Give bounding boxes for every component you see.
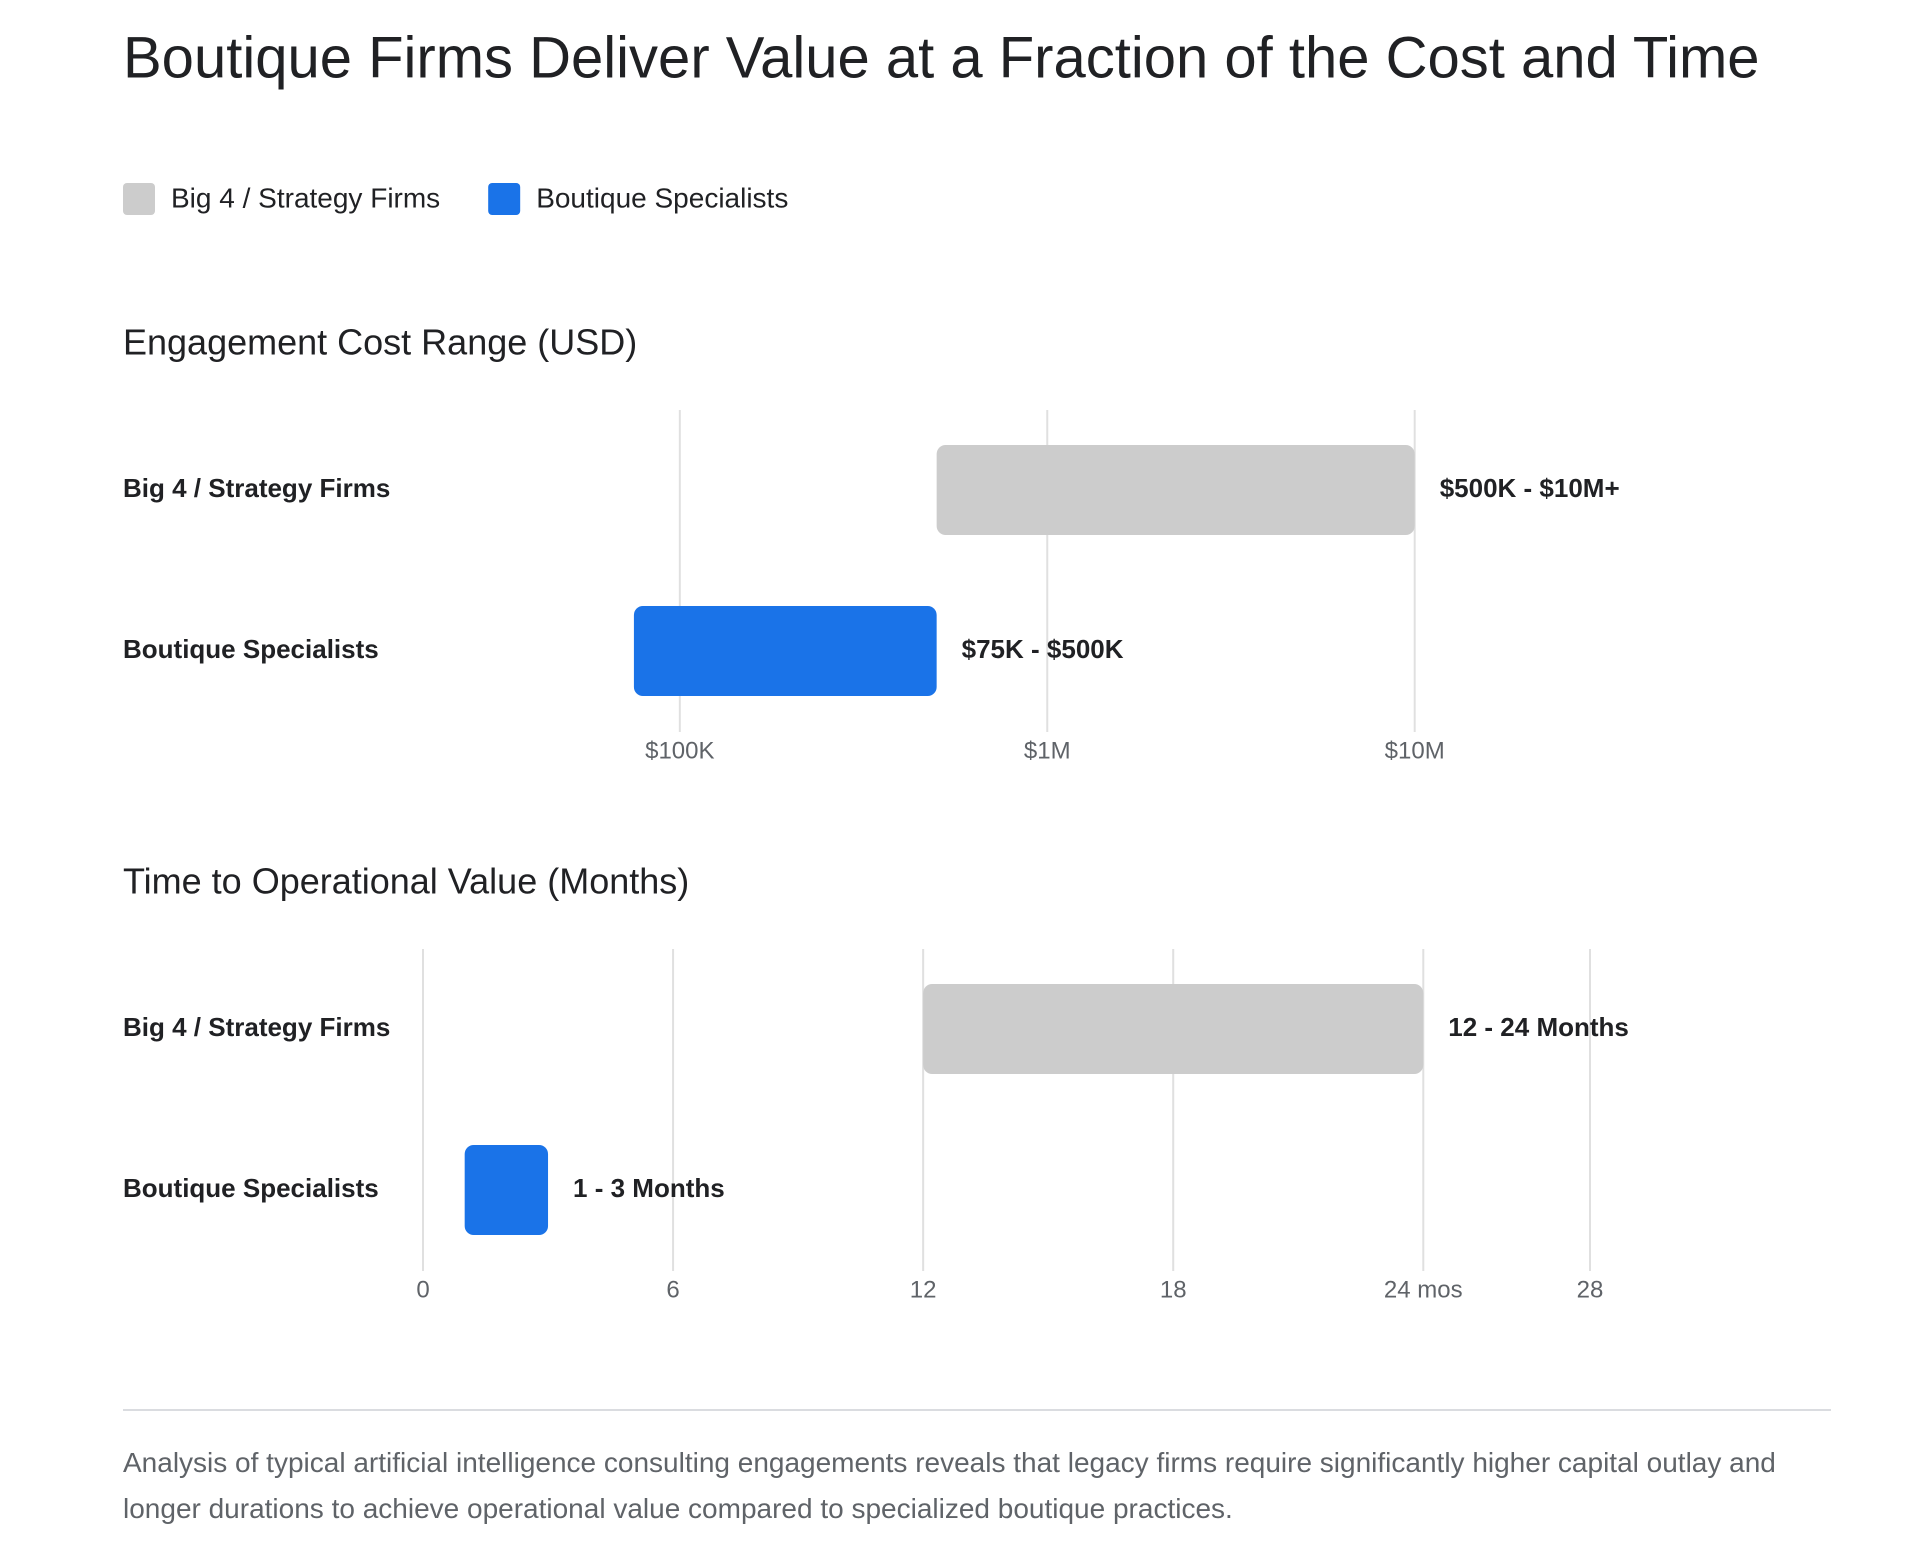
legend-label: Boutique Specialists [536, 182, 788, 213]
category-label: Big 4 / Strategy Firms [123, 1012, 390, 1042]
range-bar [633, 606, 937, 696]
x-tick-label: 0 [416, 1276, 429, 1303]
page-title: Boutique Firms Deliver Value at a Fracti… [123, 25, 1760, 90]
x-tick-label: 28 [1577, 1276, 1604, 1303]
category-label: Boutique Specialists [123, 1173, 379, 1203]
x-tick-label: 18 [1160, 1276, 1187, 1303]
legend-swatch [488, 183, 521, 215]
category-label: Big 4 / Strategy Firms [123, 473, 390, 503]
value-label: 12 - 24 Months [1448, 1012, 1629, 1042]
legend-swatch [123, 183, 155, 215]
x-tick-label: 12 [910, 1276, 937, 1303]
value-label: $75K - $500K [962, 634, 1124, 664]
value-label: 1 - 3 Months [573, 1173, 725, 1203]
category-label: Boutique Specialists [123, 634, 379, 664]
x-tick-label: $100K [645, 737, 714, 764]
chart-title: Engagement Cost Range (USD) [123, 322, 637, 363]
x-tick-label: $1M [1024, 737, 1071, 764]
range-bar [923, 984, 1424, 1074]
legend-label: Big 4 / Strategy Firms [171, 182, 440, 213]
x-tick-label: $10M [1385, 737, 1445, 764]
range-bar [936, 445, 1415, 535]
x-tick-label: 24 mos [1384, 1276, 1463, 1303]
x-tick-label: 6 [666, 1276, 679, 1303]
chart-title: Time to Operational Value (Months) [123, 861, 689, 902]
value-label: $500K - $10M+ [1440, 473, 1620, 503]
footnote: Analysis of typical artificial intellige… [123, 1447, 1776, 1524]
range-bar [464, 1145, 549, 1235]
